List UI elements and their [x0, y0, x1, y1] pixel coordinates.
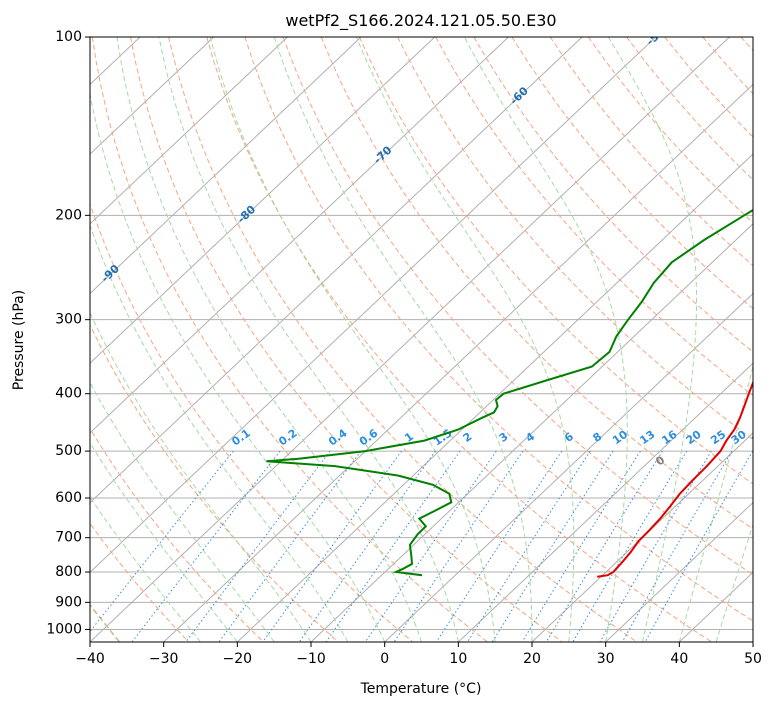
- moist-adiabat-25: [355, 37, 575, 642]
- dry-adiabat--30: [90, 522, 190, 642]
- isotherm--40: [90, 37, 730, 642]
- mixing-ratio-line-13: [521, 450, 641, 642]
- x-tick-label-30: 30: [597, 651, 615, 667]
- mixing-ratio-line-0.6: [218, 450, 362, 642]
- moist-adiabat-45: [715, 523, 753, 642]
- isotherm--100: [90, 37, 288, 225]
- y-tick-label-300: 300: [55, 312, 82, 328]
- x-tick-label--20: −20: [223, 651, 253, 667]
- isotherm-label--50: -50: [644, 25, 668, 48]
- moist-adiabat--5: [90, 223, 349, 642]
- x-tick-label-0: 0: [380, 651, 389, 667]
- moist-adiabat--15: [90, 381, 275, 642]
- x-tick-label-20: 20: [523, 651, 541, 667]
- mixing-ratio-line-16: [545, 450, 663, 642]
- y-tick-label-100: 100: [55, 29, 82, 45]
- x-axis-label: Temperature (°C): [360, 681, 482, 697]
- dry-adiabat-40: [206, 37, 713, 642]
- mixing-ratio-line-0.1: [90, 450, 234, 633]
- isotherm--90: [90, 37, 362, 295]
- moist-adiabat-15: [209, 37, 496, 642]
- moist-adiabat-30: [463, 37, 628, 642]
- y-tick-label-500: 500: [55, 443, 82, 459]
- y-tick-label-1000: 1000: [46, 621, 82, 637]
- moist-adiabat--10: [90, 311, 312, 642]
- y-tick-label-600: 600: [55, 490, 82, 506]
- mixing-ratio-label-36: 36: [749, 428, 769, 448]
- x-tick-label-50: 50: [744, 651, 762, 667]
- y-tick-label-700: 700: [55, 530, 82, 546]
- chart-title: wetPf2_S166.2024.121.05.50.E30: [285, 11, 556, 31]
- dry-adiabat-60: [282, 37, 753, 576]
- isotherm-0: [384, 292, 753, 642]
- x-tick-label--40: −40: [75, 651, 105, 667]
- isotherm-10: [457, 362, 753, 642]
- x-tick-label--30: −30: [149, 651, 179, 667]
- dry-adiabat-0: [90, 202, 414, 642]
- mixing-ratio-line-6: [435, 450, 563, 642]
- dewpoint-profile: [266, 208, 753, 577]
- temperature-profile: [597, 379, 753, 578]
- mixing-ratio-line-3: [364, 450, 497, 642]
- dry-adiabat--20: [90, 427, 265, 642]
- y-tick-label-800: 800: [55, 564, 82, 580]
- dry-adiabat-50: [244, 37, 753, 622]
- y-axis-label: Pressure (hPa): [11, 290, 27, 390]
- x-tick-label--10: −10: [296, 651, 326, 667]
- moist-adiabat-5: [116, 37, 422, 642]
- dry-adiabat-10: [91, 37, 489, 642]
- isotherm--30: [163, 83, 753, 642]
- mixing-ratio-line-4: [393, 450, 524, 642]
- isotherm-30: [605, 501, 753, 642]
- y-tick-label-900: 900: [55, 594, 82, 610]
- axes: −40 −30 −20 −10 0 10 20 30 40 50 100 200 300 400 500 60…: [46, 29, 762, 667]
- moist-adiabat-0: [90, 91, 386, 642]
- dry-adiabat-20: [130, 37, 564, 642]
- plot-frame: [89, 36, 754, 643]
- mixing-ratio-line-30: [621, 450, 733, 642]
- isotherm--110: [90, 37, 215, 155]
- dry-adiabat-70: [320, 37, 753, 530]
- x-tick-label-10: 10: [449, 651, 467, 667]
- y-tick-label-200: 200: [55, 207, 82, 223]
- mixing-ratio-line-36: [644, 450, 753, 642]
- moist-adiabat--20: [90, 441, 238, 642]
- isotherm--60: [90, 37, 583, 504]
- dry-adiabat-30: [168, 37, 638, 642]
- mixing-ratio-line-1.5: [298, 450, 436, 642]
- dry-adiabat-80: [358, 37, 753, 485]
- sounding-profiles: [266, 208, 753, 578]
- moist-adiabat-40: [678, 364, 753, 642]
- moist-adiabat-35: [607, 37, 697, 642]
- x-tick-label-40: 40: [670, 651, 688, 667]
- isotherm--20: [236, 153, 753, 642]
- moist-adiabat-20: [273, 37, 533, 642]
- mixing-ratio-line-2: [325, 450, 461, 642]
- isotherm--70: [90, 37, 509, 434]
- isotherm--50: [90, 37, 657, 573]
- moist-adiabat-10: [158, 37, 459, 642]
- y-tick-label-400: 400: [55, 386, 82, 402]
- isotherm--80: [90, 37, 436, 364]
